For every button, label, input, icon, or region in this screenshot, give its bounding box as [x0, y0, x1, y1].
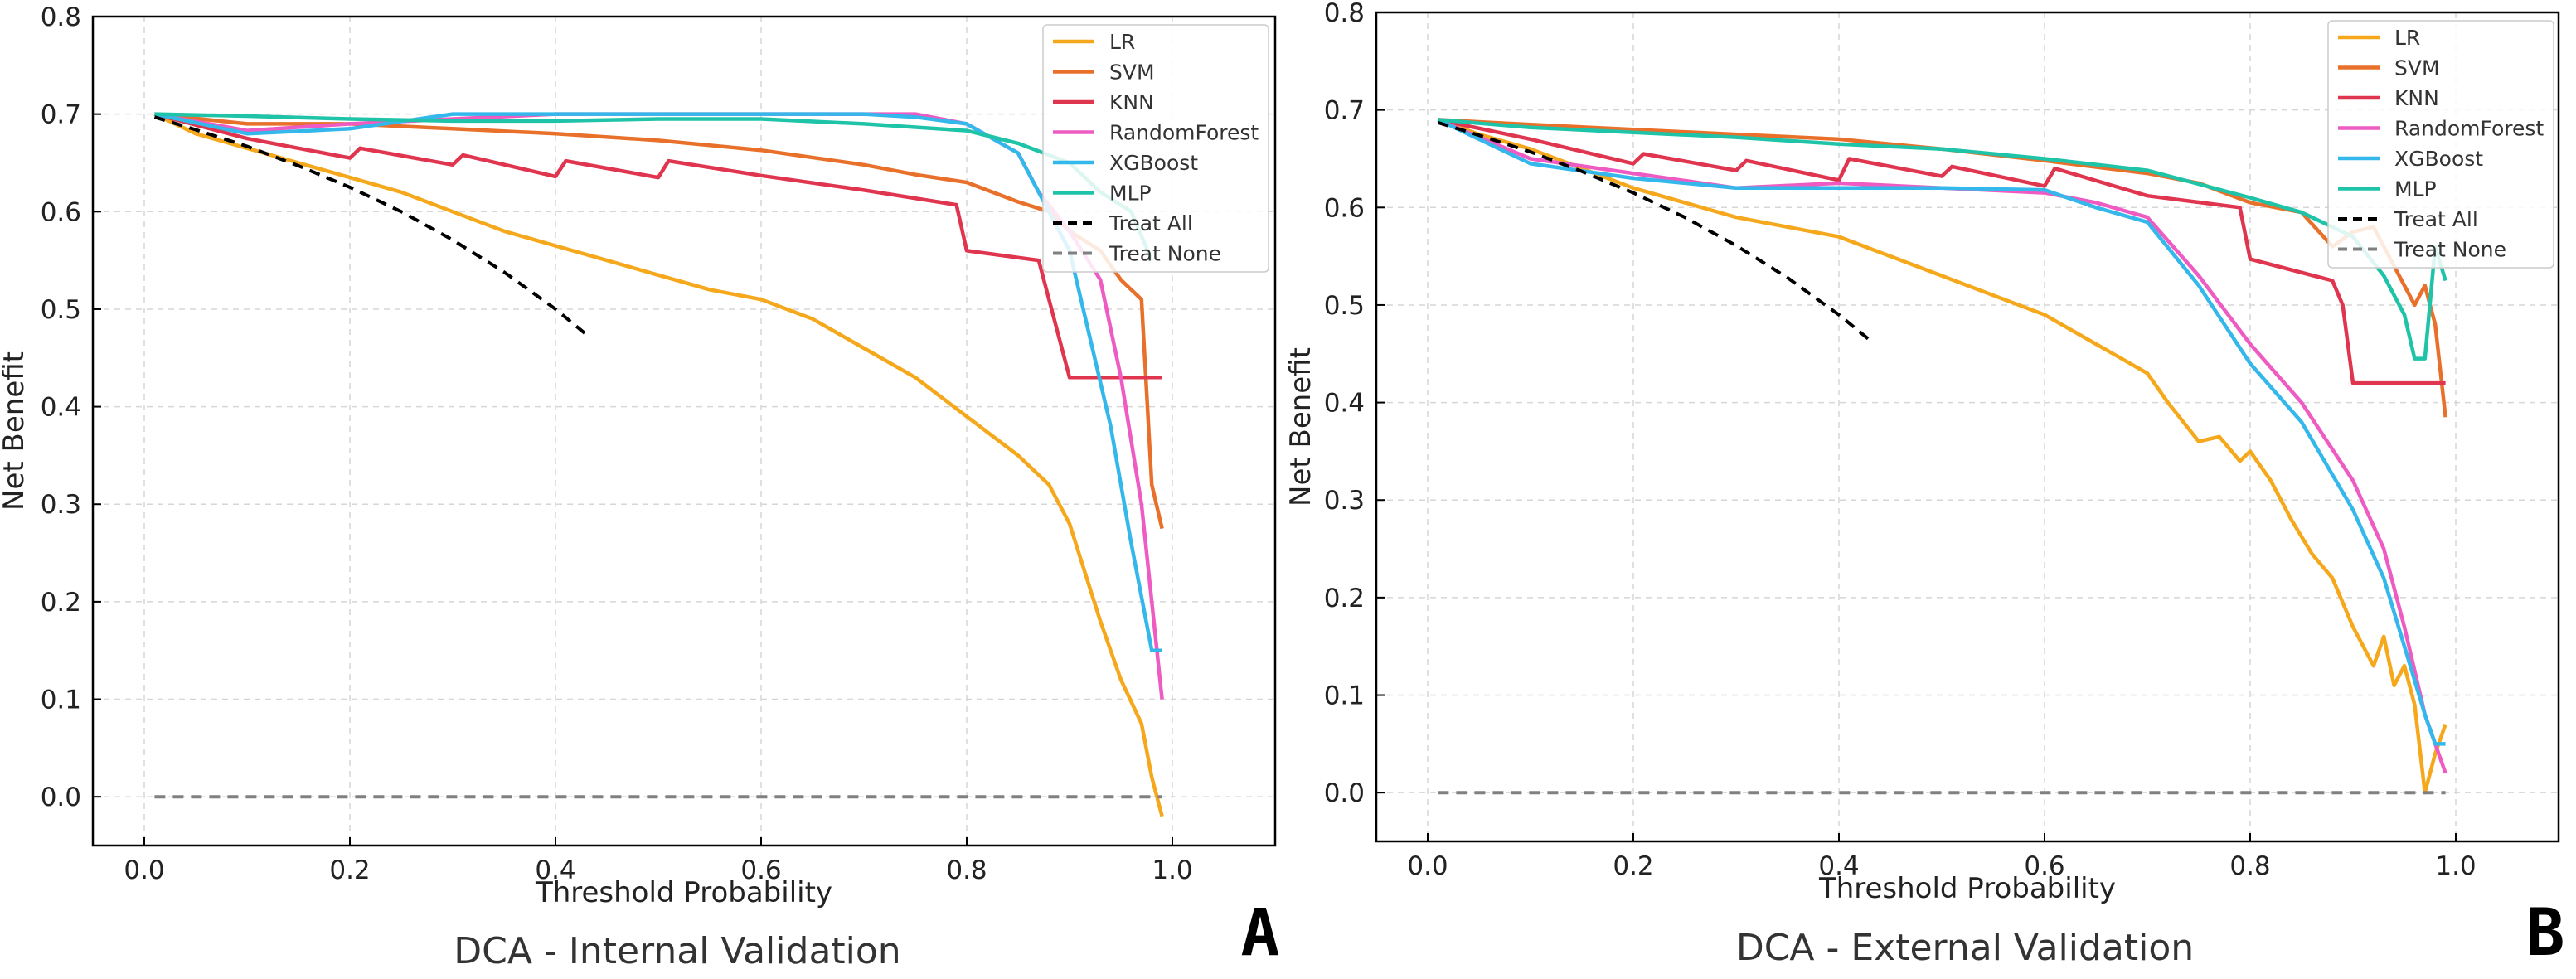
chart-panel-a: 0.0 0.2 0.4 0.6 0.8 1.0 0.0 0.1 0.2 0.3 0.4 0.5 0.6 0…	[0, 2, 1279, 972]
series-line-mlp	[1438, 118, 2447, 361]
legend-label: XGBoost	[1109, 151, 1198, 175]
y-axis-label: Net Benefit	[1284, 347, 1317, 506]
x-tick-label: 0.4	[535, 855, 575, 885]
x-tick-label: 0.6	[2024, 851, 2064, 881]
legend-label: RandomForest	[2394, 117, 2544, 141]
y-tick-label: 0.3	[1324, 486, 1365, 516]
series-line-knn	[153, 112, 1162, 380]
legend-label: XGBoost	[2394, 147, 2483, 171]
x-tick-label: 1.0	[1152, 855, 1192, 885]
y-tick-label: 0.0	[41, 783, 81, 812]
y-tick-label: 0.1	[1324, 681, 1365, 711]
y-tick-label: 0.2	[1324, 584, 1365, 613]
legend-label: LR	[1109, 30, 1135, 54]
legend-label: Treat None	[2394, 238, 2506, 262]
legend-label: MLP	[1109, 182, 1152, 206]
legend-label: LR	[2394, 26, 2420, 50]
x-tick-label: 0.6	[740, 855, 781, 885]
x-tick-label: 0.8	[946, 855, 987, 885]
chart-title: DCA - External Validation	[1736, 927, 2194, 969]
x-tick-label: 0.2	[1613, 851, 1653, 881]
y-tick-label: 0.7	[1324, 96, 1365, 126]
y-tick-label: 0.2	[41, 588, 81, 618]
panel-letter: B	[2526, 896, 2565, 971]
x-axis-label: Threshold Probability	[1818, 872, 2116, 905]
legend-label: SVM	[1109, 61, 1155, 85]
y-tick-label: 0.0	[1324, 778, 1365, 808]
series-line-lr	[153, 112, 1164, 817]
x-tick-label: 0.2	[329, 855, 370, 885]
y-tick-label: 0.7	[41, 100, 81, 130]
x-axis-label: Threshold Probability	[535, 876, 832, 909]
x-tick-label: 0.0	[1407, 851, 1448, 881]
y-tick-label: 0.4	[41, 393, 81, 423]
y-tick-label: 0.1	[41, 686, 81, 715]
y-tick-label: 0.8	[41, 2, 81, 32]
legend-label: MLP	[2394, 177, 2437, 201]
series-line-knn	[1437, 118, 2446, 385]
y-tick-label: 0.3	[41, 490, 81, 520]
series-line-xgboost	[153, 112, 1162, 652]
x-tick-label: 0.4	[1818, 851, 1859, 881]
legend: LR SVM KNN RandomForest XGBoost MLP Treat All T…	[1042, 24, 1269, 273]
legend-box	[2327, 20, 2554, 269]
legend-label: KNN	[1109, 90, 1154, 114]
series-line-randomforest	[1437, 118, 2447, 774]
y-axis-label: Net Benefit	[0, 351, 31, 511]
chart-panel-b: 0.0 0.2 0.4 0.6 0.8 1.0 0.0 0.1 0.2 0.3 0.4 0.5 0.6 0…	[1284, 0, 2564, 971]
axes-frame	[1375, 11, 2560, 843]
series-line-svm	[154, 112, 1164, 530]
y-tick-label: 0.5	[41, 295, 81, 325]
legend-label: Treat None	[1109, 242, 1221, 266]
legend-label: SVM	[2394, 56, 2440, 80]
legend: LR SVM KNN RandomForest XGBoost MLP Treat All T…	[2327, 20, 2554, 269]
series-line-lr	[1437, 118, 2447, 795]
series-line-xgboost	[1437, 118, 2446, 746]
y-tick-label: 0.6	[41, 197, 81, 227]
axes-frame	[91, 15, 1277, 847]
series-group	[153, 112, 1164, 817]
legend-label: RandomForest	[1109, 121, 1259, 145]
legend-box	[1042, 24, 1269, 273]
x-tick-label: 1.0	[2435, 851, 2476, 881]
x-tick-label: 0.0	[124, 855, 164, 885]
y-tick-label: 0.8	[1324, 0, 1365, 28]
legend-label: KNN	[2394, 86, 2439, 110]
y-tick-label: 0.6	[1324, 193, 1365, 223]
series-line-svm	[1438, 118, 2447, 418]
x-tick-label: 0.8	[2229, 851, 2270, 881]
series-line-mlp	[154, 112, 1154, 261]
panel-letter: A	[1241, 896, 1280, 971]
y-tick-label: 0.5	[1324, 291, 1365, 321]
y-tick-label: 0.4	[1324, 389, 1365, 419]
series-group	[1437, 118, 2447, 795]
legend-label: Treat All	[2394, 207, 2478, 231]
chart-title: DCA - Internal Validation	[454, 930, 900, 972]
legend-label: Treat All	[1109, 211, 1193, 235]
